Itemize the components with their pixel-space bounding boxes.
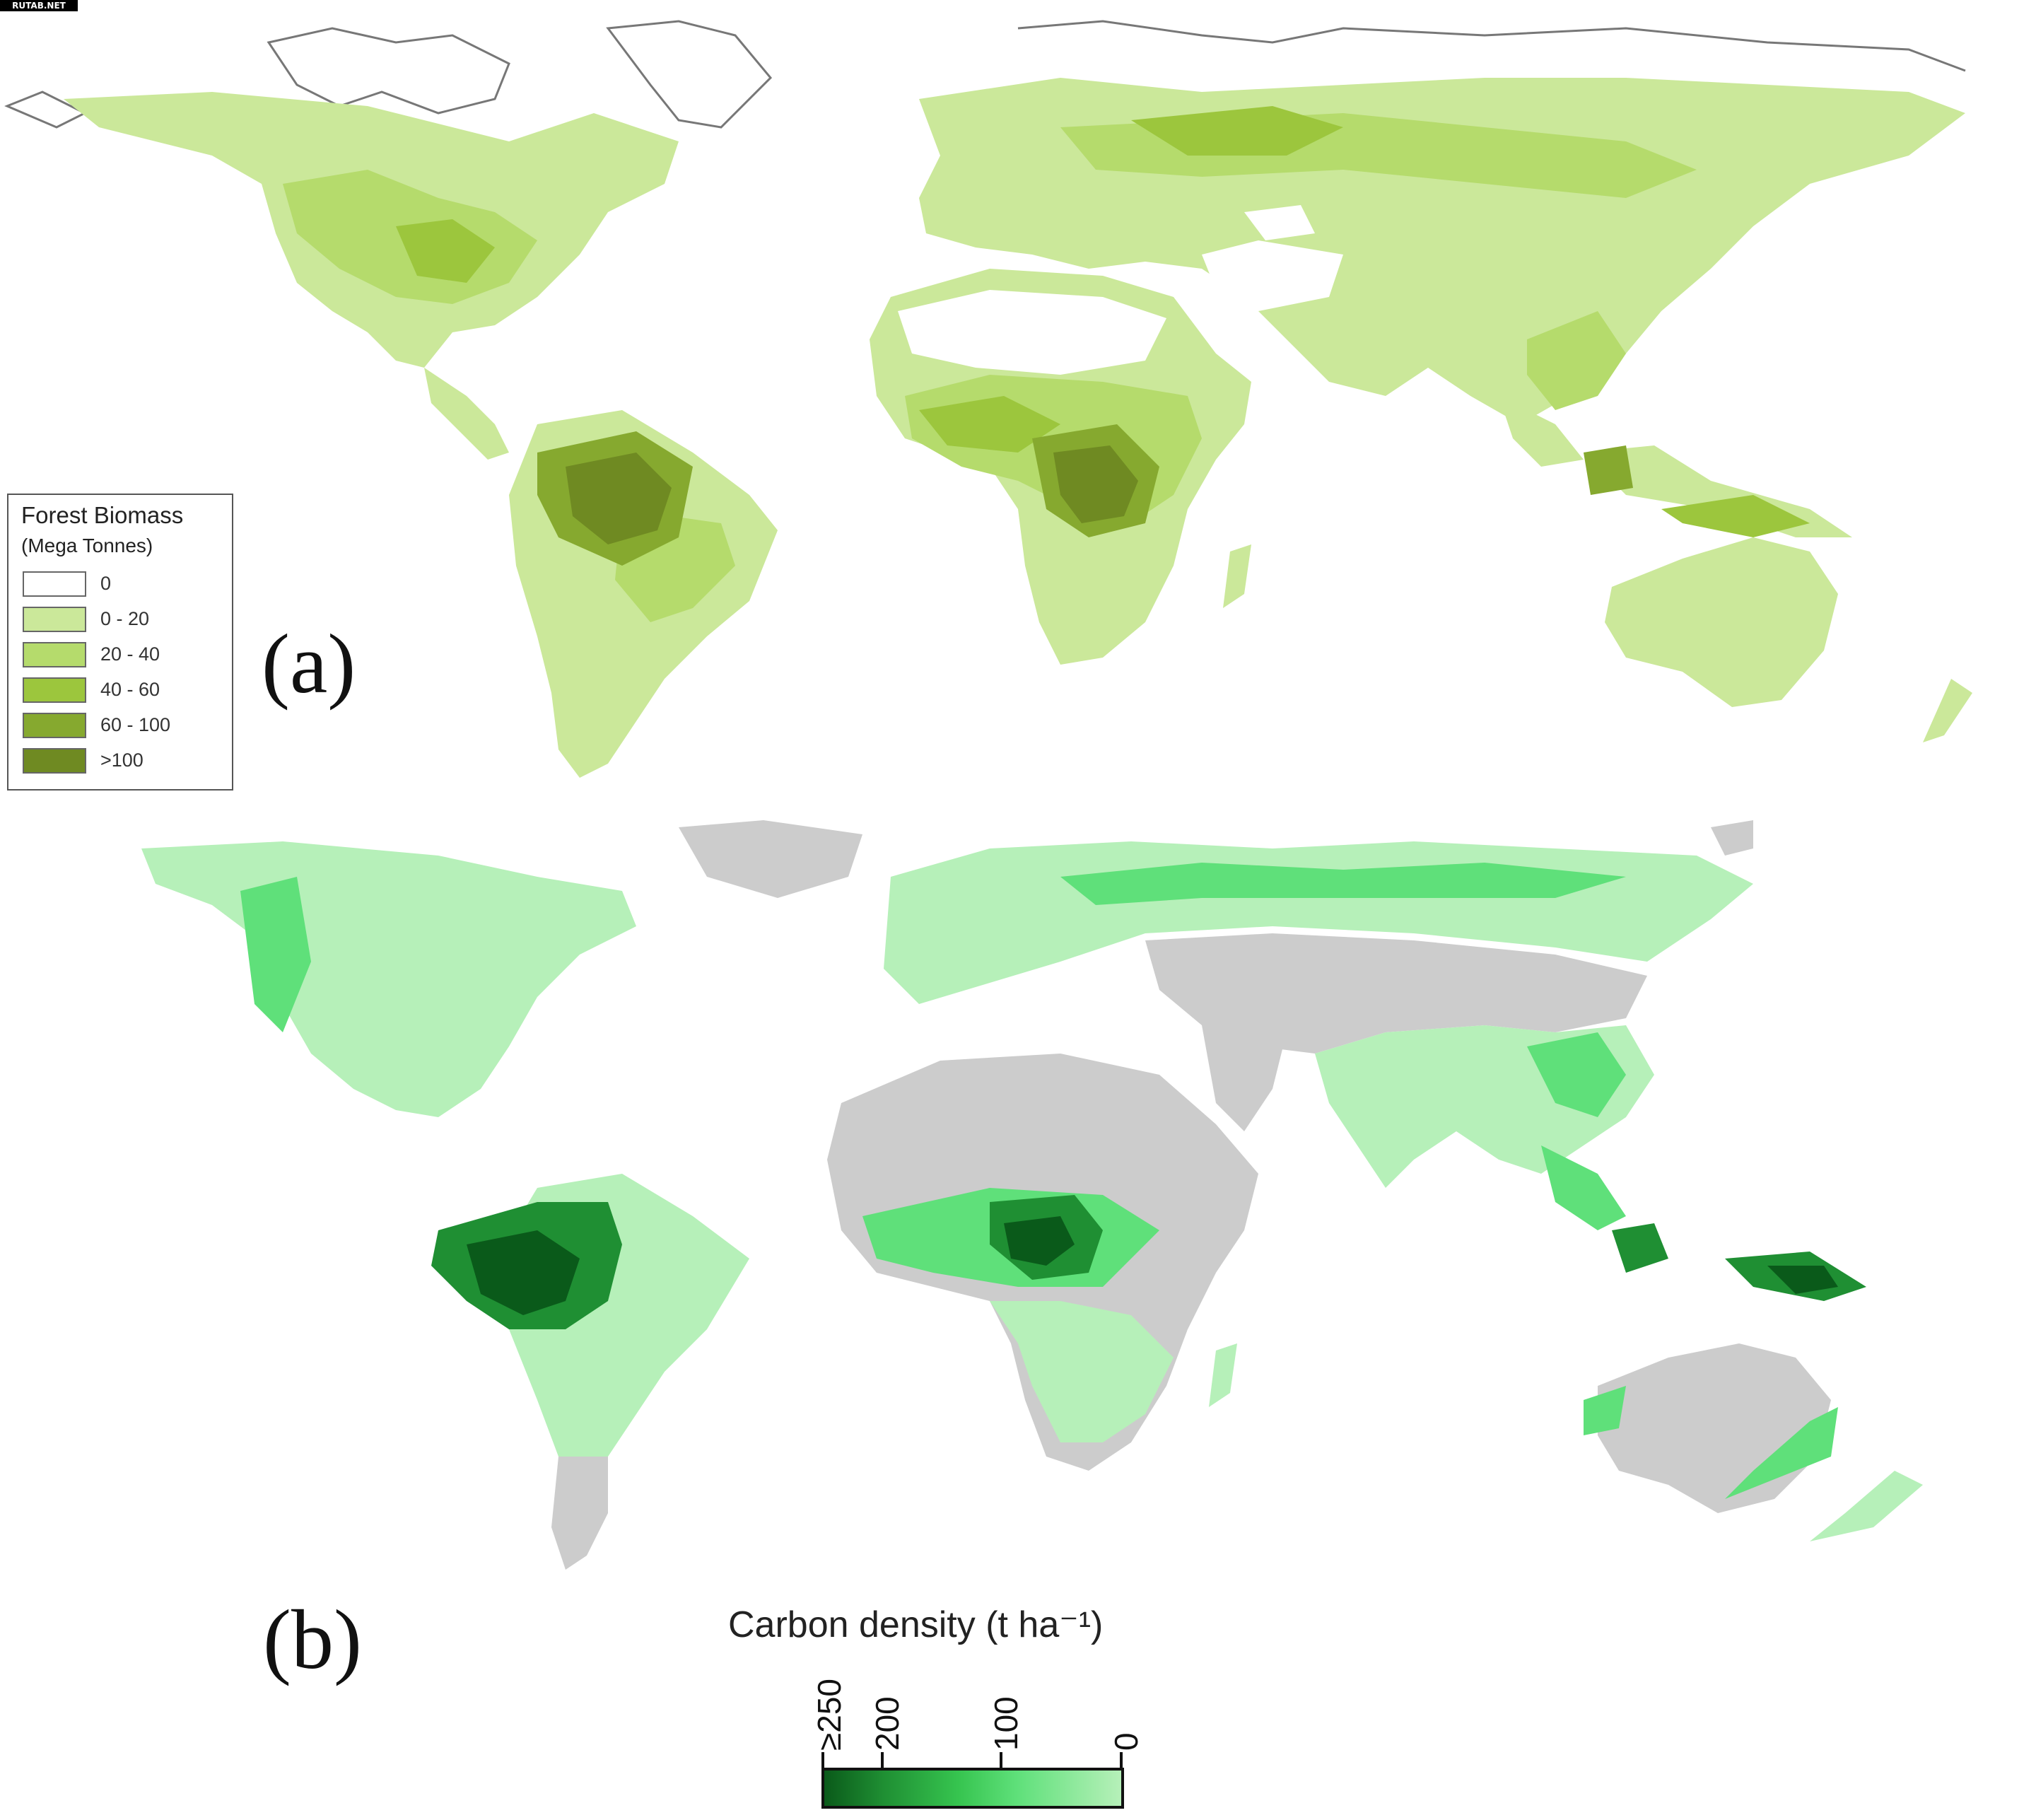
legend-label: >100 [100, 749, 144, 771]
legend-swatch [23, 677, 86, 703]
land-no-forest [898, 205, 1343, 375]
legend-label: 40 - 60 [100, 679, 160, 700]
panel-label-a: (a) [262, 617, 356, 711]
legend-label: 20 - 40 [100, 643, 160, 665]
colorbar-tick-label: ≥250 [811, 1679, 848, 1751]
colorbar-tick [1120, 1752, 1123, 1771]
land-biomass-40-60 [396, 106, 1810, 537]
colorbar-title: Carbon density (t ha⁻¹) [728, 1604, 1104, 1645]
legend-label: 60 - 100 [100, 714, 171, 735]
legend-label: 0 [100, 573, 112, 594]
colorbar-tick-label: 100 [988, 1696, 1024, 1751]
colorbar-tick [881, 1752, 884, 1771]
biomass-legend: Forest Biomass (Mega Tonnes) 0 0 - 20 20… [7, 494, 233, 791]
colorbar-tick [821, 1752, 824, 1771]
coastline-outline [4, 20, 1966, 129]
land-biomass-over-100 [566, 445, 1138, 544]
legend-swatch [23, 748, 86, 774]
legend-swatch [23, 571, 86, 597]
watermark-logo: RUTAB.NET [0, 0, 78, 11]
legend-swatch [23, 607, 86, 632]
panel-label-b: (b) [263, 1592, 362, 1686]
legend-label: 0 - 20 [100, 608, 150, 629]
legend-swatch [23, 713, 86, 738]
legend-title: Forest Biomass [21, 502, 184, 528]
carbon-density-very-high [467, 1216, 1838, 1315]
colorbar-tick-label: 0 [1108, 1732, 1145, 1751]
carbon-density-map [141, 820, 1923, 1570]
forest-biomass-map [4, 20, 1972, 778]
colorbar [821, 1768, 1124, 1809]
colorbar-tick-label: 200 [869, 1696, 906, 1751]
colorbar-tick [1000, 1752, 1002, 1771]
legend-subtitle: (Mega Tonnes) [21, 535, 153, 556]
legend-swatch [23, 642, 86, 667]
